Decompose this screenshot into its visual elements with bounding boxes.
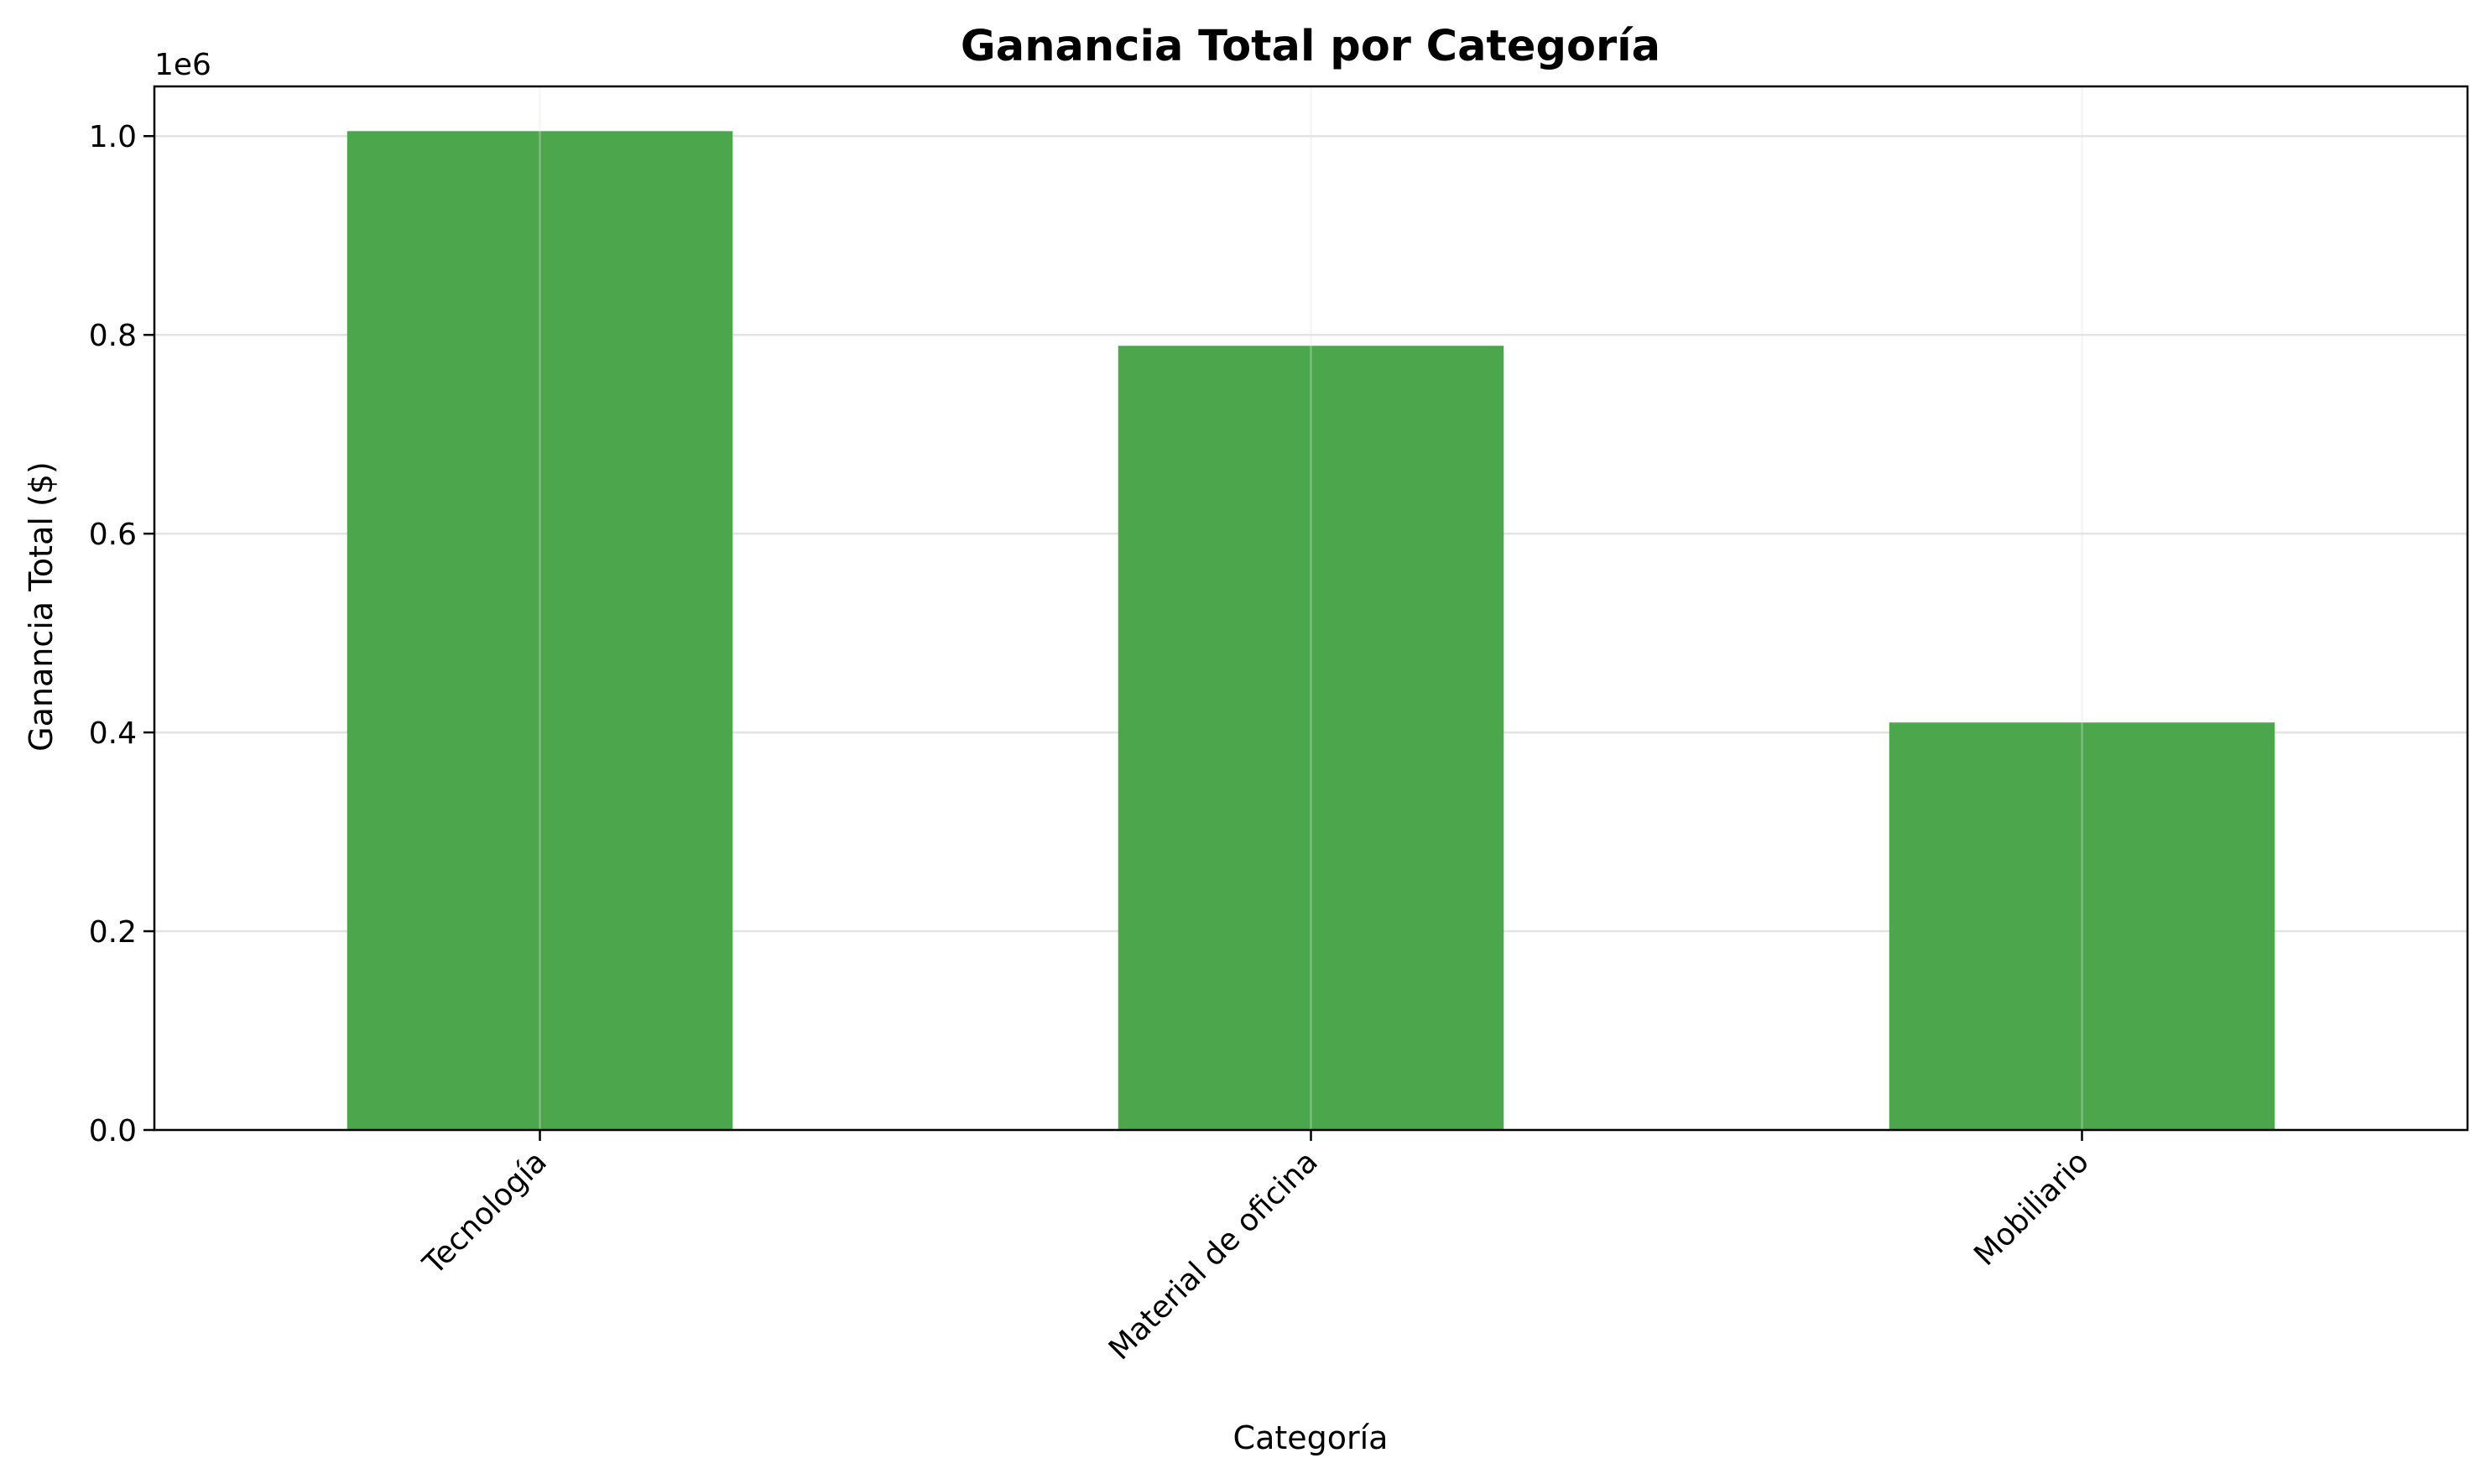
x-axis-label: Categoría — [1233, 1419, 1389, 1456]
chart-title: Ganancia Total por Categoría — [961, 22, 1660, 71]
bar — [1118, 346, 1504, 1130]
x-tick-label: Mobiliario — [1967, 1144, 2096, 1273]
vertical-grid-lines — [539, 86, 2083, 1130]
y-tick-label: 0.4 — [89, 716, 137, 751]
bars — [347, 131, 2275, 1130]
y-tick-label: 1.0 — [89, 120, 137, 154]
bar — [347, 131, 733, 1130]
y-tick-label: 0.0 — [89, 1114, 137, 1148]
y-axis-label: Ganancia Total ($) — [23, 461, 60, 752]
y-tick-label: 0.2 — [89, 915, 137, 950]
bar — [1889, 722, 2275, 1130]
x-axis-ticks: Tecnología Material de oficina Mobiliario — [416, 1130, 2096, 1367]
y-axis-ticks: 0.0 0.2 0.4 0.6 0.8 1.0 — [89, 120, 154, 1148]
x-tick-label: Tecnología — [416, 1144, 554, 1282]
y-axis-offset-label: 1e6 — [154, 48, 211, 82]
x-tick-label: Material de oficina — [1102, 1144, 1325, 1367]
y-tick-label: 0.6 — [89, 518, 137, 552]
y-tick-label: 0.8 — [89, 319, 137, 353]
